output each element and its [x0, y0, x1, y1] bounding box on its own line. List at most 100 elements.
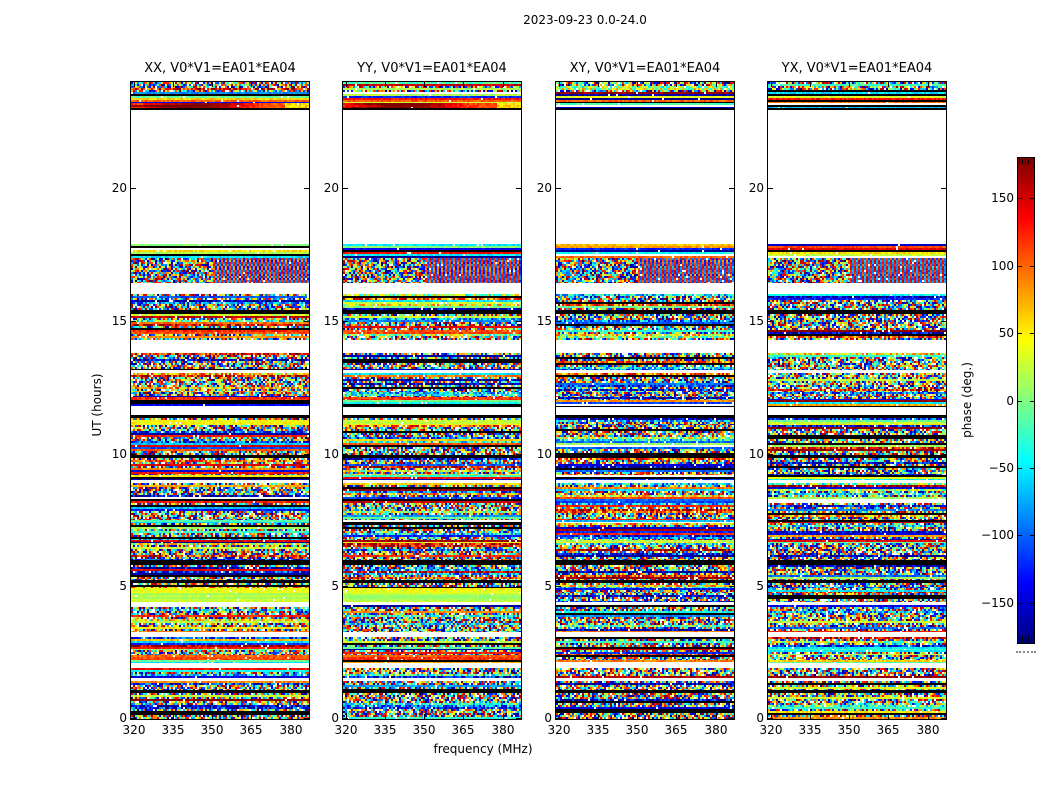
y-tick-label: 15	[748, 314, 764, 328]
y-tick-label: 0	[119, 711, 127, 725]
y-tick-label: 5	[756, 579, 764, 593]
x-tick-mark	[134, 714, 135, 719]
colorbar-minor-ticks-bottom	[1019, 636, 1031, 642]
x-tick-mark	[771, 714, 772, 719]
y-tick-mark-right	[516, 454, 521, 455]
x-tick-mark	[637, 714, 638, 719]
y-tick-label: 0	[756, 711, 764, 725]
colorbar-tick-label: −50	[988, 461, 1014, 475]
x-axis-label: frequency (MHz)	[433, 742, 533, 756]
colorbar-tick-mark-right	[1030, 401, 1034, 402]
y-tick-mark	[556, 188, 561, 189]
y-tick-label: 10	[111, 447, 127, 461]
x-tick-label: 365	[239, 723, 263, 737]
y-tick-mark	[131, 321, 136, 322]
panel-title-yy: YY, V0*V1=EA01*EA04	[357, 61, 507, 76]
x-tick-mark-top	[134, 82, 135, 87]
x-tick-mark	[173, 714, 174, 719]
x-tick-label: 335	[373, 723, 397, 737]
y-tick-mark-right	[516, 718, 521, 719]
y-tick-mark-right	[941, 718, 946, 719]
y-tick-mark	[556, 586, 561, 587]
x-tick-mark	[888, 714, 889, 719]
phase-waterfall-canvas-yy	[343, 82, 521, 719]
y-tick-label: 10	[323, 447, 339, 461]
x-tick-mark	[463, 714, 464, 719]
y-tick-mark	[768, 321, 773, 322]
y-tick-mark	[131, 454, 136, 455]
x-tick-label: 320	[334, 723, 358, 737]
phase-waterfall-canvas-yx	[768, 82, 946, 719]
y-tick-label: 0	[544, 711, 552, 725]
x-tick-label: 365	[876, 723, 900, 737]
x-tick-label: 365	[451, 723, 475, 737]
x-tick-mark-top	[424, 82, 425, 87]
y-tick-mark-right	[304, 188, 309, 189]
y-tick-mark-right	[729, 454, 734, 455]
y-tick-mark-right	[304, 586, 309, 587]
y-tick-mark	[131, 718, 136, 719]
y-tick-mark-right	[516, 188, 521, 189]
y-tick-label: 10	[536, 447, 552, 461]
x-tick-label: 380	[704, 723, 728, 737]
colorbar-tick-label: 100	[991, 259, 1014, 273]
y-tick-mark	[556, 321, 561, 322]
y-tick-mark-right	[729, 718, 734, 719]
y-tick-mark	[131, 188, 136, 189]
y-tick-mark	[131, 586, 136, 587]
colorbar-tick-mark	[1018, 468, 1022, 469]
x-tick-label: 365	[664, 723, 688, 737]
colorbar-tick-mark-right	[1030, 468, 1034, 469]
y-tick-mark-right	[304, 718, 309, 719]
x-tick-mark-top	[888, 82, 889, 87]
colorbar-tick-mark-right	[1030, 535, 1034, 536]
y-tick-mark	[768, 718, 773, 719]
x-tick-label: 380	[279, 723, 303, 737]
x-tick-mark-top	[810, 82, 811, 87]
x-tick-mark	[385, 714, 386, 719]
x-tick-mark	[598, 714, 599, 719]
y-tick-mark-right	[304, 321, 309, 322]
colorbar-gradient	[1017, 157, 1035, 644]
y-tick-mark	[343, 718, 348, 719]
y-tick-mark	[768, 454, 773, 455]
y-tick-mark-right	[941, 454, 946, 455]
colorbar-tick-mark-right	[1030, 333, 1034, 334]
x-tick-mark-top	[346, 82, 347, 87]
x-tick-mark-top	[251, 82, 252, 87]
x-tick-label: 380	[916, 723, 940, 737]
x-tick-mark-top	[849, 82, 850, 87]
y-axis-label: UT (hours)	[90, 373, 104, 437]
y-tick-mark-right	[941, 321, 946, 322]
colorbar-tick-mark	[1018, 333, 1022, 334]
phase-waterfall-canvas-xx	[131, 82, 309, 719]
x-tick-mark	[424, 714, 425, 719]
y-tick-mark	[343, 586, 348, 587]
colorbar-tick-mark-right	[1030, 266, 1034, 267]
x-tick-label: 380	[491, 723, 515, 737]
figure-title: 2023-09-23 0.0-24.0	[523, 13, 647, 27]
y-tick-label: 5	[331, 579, 339, 593]
y-tick-label: 10	[748, 447, 764, 461]
x-tick-mark-top	[291, 82, 292, 87]
y-tick-label: 5	[119, 579, 127, 593]
panel-title-xy: XY, V0*V1=EA01*EA04	[569, 61, 721, 76]
y-tick-label: 15	[536, 314, 552, 328]
x-tick-label: 335	[586, 723, 610, 737]
y-tick-mark	[343, 188, 348, 189]
plot-frame-xy	[555, 81, 735, 720]
x-tick-label: 350	[625, 723, 649, 737]
y-tick-mark	[768, 188, 773, 189]
colorbar-tick-mark	[1018, 198, 1022, 199]
colorbar-tick-label: 150	[991, 191, 1014, 205]
x-tick-mark	[676, 714, 677, 719]
x-tick-mark-top	[716, 82, 717, 87]
x-tick-mark-top	[771, 82, 772, 87]
y-tick-label: 20	[536, 181, 552, 195]
y-tick-mark	[343, 454, 348, 455]
colorbar-tick-label: 0	[1006, 394, 1014, 408]
y-tick-mark-right	[304, 454, 309, 455]
x-tick-mark	[346, 714, 347, 719]
colorbar-tick-mark-right	[1030, 198, 1034, 199]
